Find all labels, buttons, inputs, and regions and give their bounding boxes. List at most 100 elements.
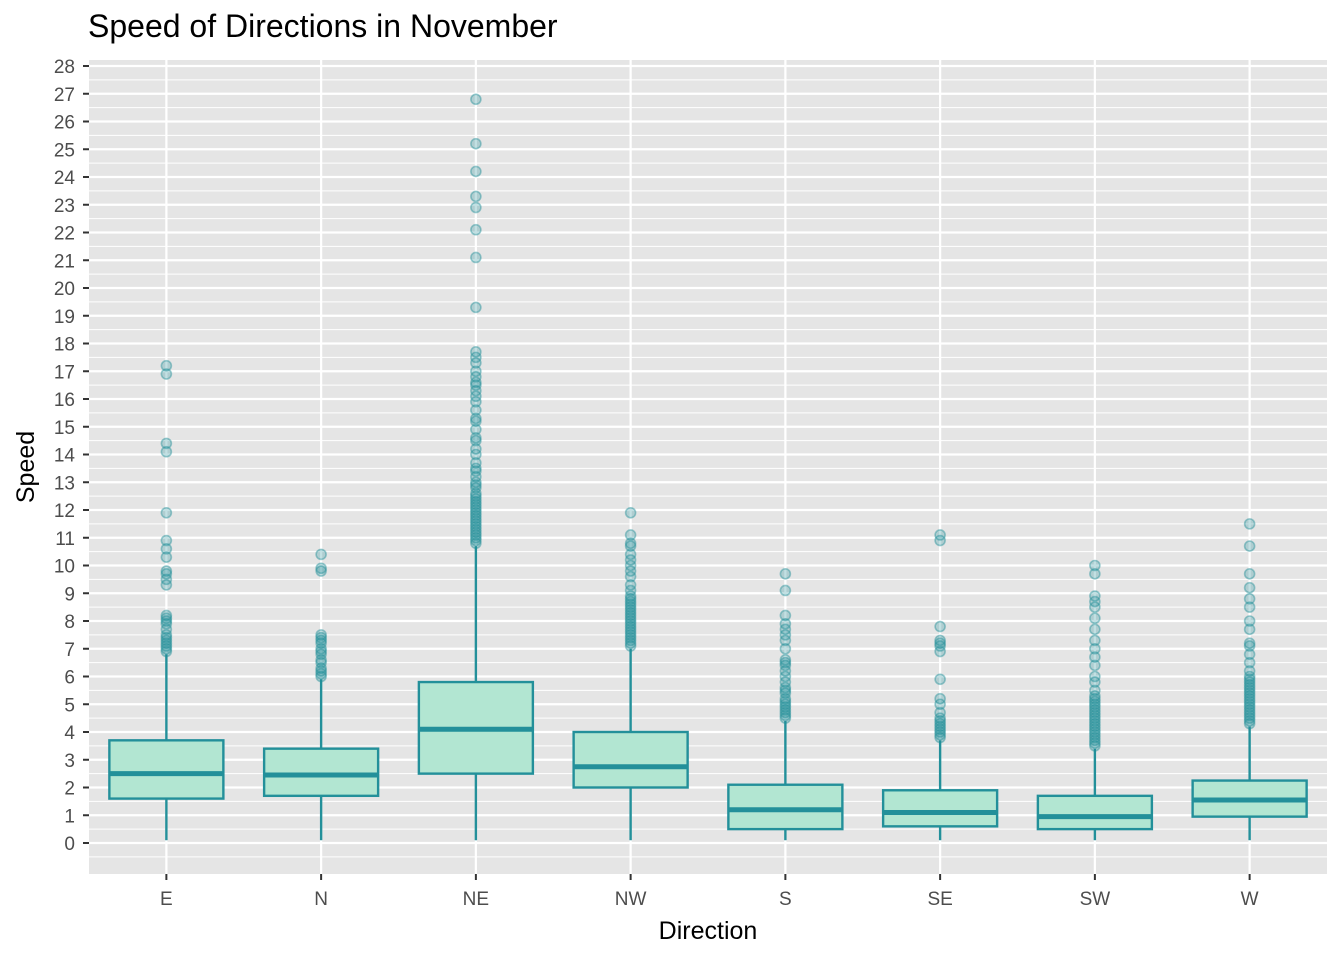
outlier-point — [624, 584, 637, 597]
outlier-point — [470, 379, 482, 391]
outlier-point — [160, 637, 173, 650]
outlier-point — [779, 706, 792, 719]
outlier-point — [624, 506, 637, 519]
outlier-point — [160, 629, 173, 641]
outlier-point — [779, 670, 792, 683]
outlier-point — [624, 559, 637, 572]
outlier-point — [1089, 559, 1101, 572]
y-tick-label: 26 — [54, 113, 75, 134]
outlier-point — [779, 659, 792, 672]
outlier-point — [779, 698, 792, 711]
y-tick-label: 23 — [54, 196, 75, 217]
outlier-point — [624, 601, 637, 613]
outlier-point — [160, 579, 173, 591]
outlier-point — [1243, 615, 1256, 627]
outlier-point — [160, 368, 173, 380]
outlier-point — [624, 579, 637, 591]
outlier-point — [470, 518, 482, 530]
outlier-point — [160, 623, 173, 636]
outlier-point — [934, 728, 946, 741]
outlier-point — [1243, 706, 1256, 719]
outlier-point — [624, 626, 637, 638]
outlier-point — [779, 609, 792, 622]
y-tick-label: 5 — [64, 695, 75, 716]
outlier-point — [1089, 601, 1101, 613]
outlier-point — [779, 681, 792, 694]
outlier-point — [779, 684, 792, 697]
outlier-point — [1089, 590, 1101, 602]
y-tick-label: 15 — [54, 418, 75, 439]
x-tick-label: SW — [1080, 889, 1111, 910]
outlier-point — [624, 529, 637, 541]
y-tick-label: 17 — [54, 362, 75, 383]
outlier-point — [160, 615, 173, 627]
outlier-point — [934, 534, 946, 547]
major-gridlines — [89, 60, 1327, 874]
outlier-point — [624, 620, 637, 633]
outlier-point — [624, 631, 637, 644]
outlier-point — [934, 645, 946, 658]
y-tick-label: 1 — [64, 806, 75, 827]
y-axis: 0123456789101112131415161718192021222324… — [54, 57, 89, 855]
outlier-point — [1089, 734, 1101, 747]
outlier-point — [470, 93, 482, 106]
outlier-point — [1243, 703, 1256, 716]
outlier-point — [1089, 715, 1101, 727]
outlier-point — [315, 665, 327, 677]
outlier-point — [1243, 709, 1256, 722]
outlier-point — [1243, 656, 1256, 669]
outlier-point — [624, 590, 637, 602]
outlier-point — [934, 692, 946, 705]
y-tick-label: 21 — [54, 251, 75, 272]
outlier-point — [315, 642, 327, 655]
y-tick-label: 6 — [64, 668, 75, 689]
outlier-point — [779, 703, 792, 716]
outlier-point — [1243, 518, 1256, 530]
outlier-point — [1089, 720, 1101, 733]
x-tick-label: E — [160, 889, 173, 910]
outlier-point — [1089, 634, 1101, 647]
y-tick-label: 18 — [54, 335, 75, 356]
box-n — [262, 548, 380, 841]
outlier-point — [470, 509, 482, 522]
outlier-point — [1089, 692, 1101, 705]
outlier-point — [1243, 698, 1256, 711]
outlier-point — [470, 515, 482, 527]
outlier-point — [779, 687, 792, 699]
outlier-point — [934, 715, 946, 727]
outlier-point — [1243, 692, 1256, 705]
outlier-point — [779, 712, 792, 724]
y-tick-label: 27 — [54, 85, 75, 106]
outlier-point — [1243, 717, 1256, 730]
outlier-point — [1243, 568, 1256, 580]
outlier-point — [779, 623, 792, 636]
outlier-point — [470, 223, 482, 236]
outlier-point — [1089, 726, 1101, 738]
iqr-box — [1036, 794, 1154, 831]
outlier-point — [1243, 581, 1256, 594]
outlier-point — [160, 445, 173, 458]
outlier-point — [1089, 651, 1101, 663]
outlier-point — [315, 656, 327, 669]
outlier-point — [779, 617, 792, 630]
outlier-point — [160, 359, 173, 372]
outlier-point — [1243, 690, 1256, 702]
y-tick-label: 11 — [55, 529, 75, 550]
outlier-point — [315, 634, 327, 647]
outlier-point — [624, 615, 637, 627]
outlier-point — [470, 523, 482, 536]
y-tick-label: 7 — [64, 640, 75, 661]
outlier-point — [470, 448, 482, 461]
outlier-point — [470, 137, 482, 150]
outlier-point — [1089, 717, 1101, 730]
iqr-box — [108, 739, 225, 800]
outlier-point — [779, 692, 792, 705]
outlier-point — [160, 573, 173, 586]
outlier-point — [1243, 648, 1256, 661]
outlier-point — [315, 667, 327, 680]
outlier-point — [624, 554, 637, 566]
outlier-point — [779, 634, 792, 647]
outlier-point — [1089, 642, 1101, 655]
outlier-point — [470, 395, 482, 408]
